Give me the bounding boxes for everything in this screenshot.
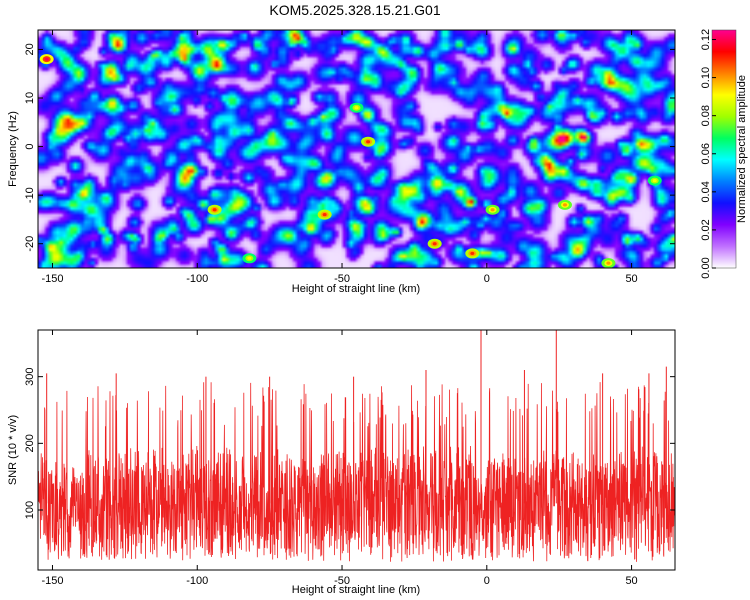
heatmap-x-axis-label: Height of straight line (km) [292,283,420,295]
snr-y-axis: 100 200 300 [24,367,675,519]
heatmap-peak [647,175,662,186]
heatmap-peaks [39,54,662,269]
x-tick-label: -50 [334,575,350,587]
colorbar-tick-label: 0.12 [700,29,712,50]
heatmap-peak-core [247,256,252,260]
snr-x-axis: -150 -100 -50 0 50 [41,330,638,587]
colorbar-tick-label: 0.06 [700,143,712,164]
heatmap-peak [317,209,332,220]
colorbar-tick-label: 0.00 [700,257,712,278]
y-tick-label: -20 [24,236,36,252]
chart-title: KOM5.2025.328.15.21.G01 [269,2,440,18]
heatmap-peak [39,54,54,65]
colorbar-tick-label: 0.08 [700,105,712,126]
x-tick-label: -50 [334,273,350,285]
heatmap-y-axis: -20 -10 0 10 20 [24,43,675,252]
snr-series-line [37,382,676,562]
snr-spikes [46,330,667,504]
y-tick-label: -10 [24,187,36,203]
snr-panel: -150 -100 -50 0 50 100 200 300 Height of strai… [7,329,676,596]
colorbar-tick-label: 0.10 [700,67,712,88]
heatmap-peak [207,204,222,215]
colorbar-label: Normalized spectral amplitude [736,75,748,223]
heatmap-y-axis-label: Frequency (Hz) [7,111,19,187]
heatmap-peak [601,258,616,269]
colorbar: 0.00 0.02 0.04 0.06 0.08 0.10 0.12 Normalized … [700,29,748,279]
y-tick-label: 200 [24,434,36,452]
heatmap-peak-core [366,140,371,144]
heatmap-image [38,30,675,268]
heatmap-peak-core [44,57,49,61]
colorbar-ticks: 0.00 0.02 0.04 0.06 0.08 0.10 0.12 [700,29,716,279]
heatmap-peak [242,253,257,264]
heatmap-peak [485,204,500,215]
x-tick-label: -150 [41,273,63,285]
heatmap-peak-core [354,106,359,110]
heatmap-peak-core [212,208,217,212]
heatmap-peak-core [432,242,437,246]
heatmap-peak-core [322,212,327,217]
y-tick-label: 20 [24,43,36,55]
y-tick-label: 0 [24,144,36,150]
heatmap-peak-core [652,178,657,183]
colorbar-tick-label: 0.04 [700,181,712,202]
colorbar-frame [711,29,737,269]
x-tick-label: -100 [186,575,208,587]
heatmap-peak [349,102,364,113]
snr-x-axis-label: Height of straight line (km) [292,584,420,596]
colorbar-tick-label: 0.02 [700,219,712,240]
x-tick-label: 0 [484,575,490,587]
heatmap-frame [37,29,676,269]
x-tick-label: -150 [41,575,63,587]
heatmap-peak [361,136,376,147]
heatmap-peak-core [562,203,567,207]
heatmap-peak-core [470,251,475,256]
y-tick-label: 10 [24,92,36,104]
x-tick-label: 50 [625,273,637,285]
x-tick-label: 0 [484,273,490,285]
colorbar-gradient [712,30,736,268]
heatmap-x-axis: -150 -100 -50 0 50 [41,30,638,285]
heatmap-peak-core [490,208,495,212]
x-tick-label: -100 [186,273,208,285]
y-tick-label: 100 [24,501,36,519]
x-tick-label: 50 [625,575,637,587]
heatmap-peak-core [606,261,611,265]
y-tick-label: 300 [24,367,36,385]
snr-frame [37,329,676,571]
heatmap-peak [557,199,572,210]
snr-y-axis-label: SNR (10 * v/v) [7,415,19,485]
heatmap-peak [427,238,442,249]
heatmap-peak [465,248,480,259]
